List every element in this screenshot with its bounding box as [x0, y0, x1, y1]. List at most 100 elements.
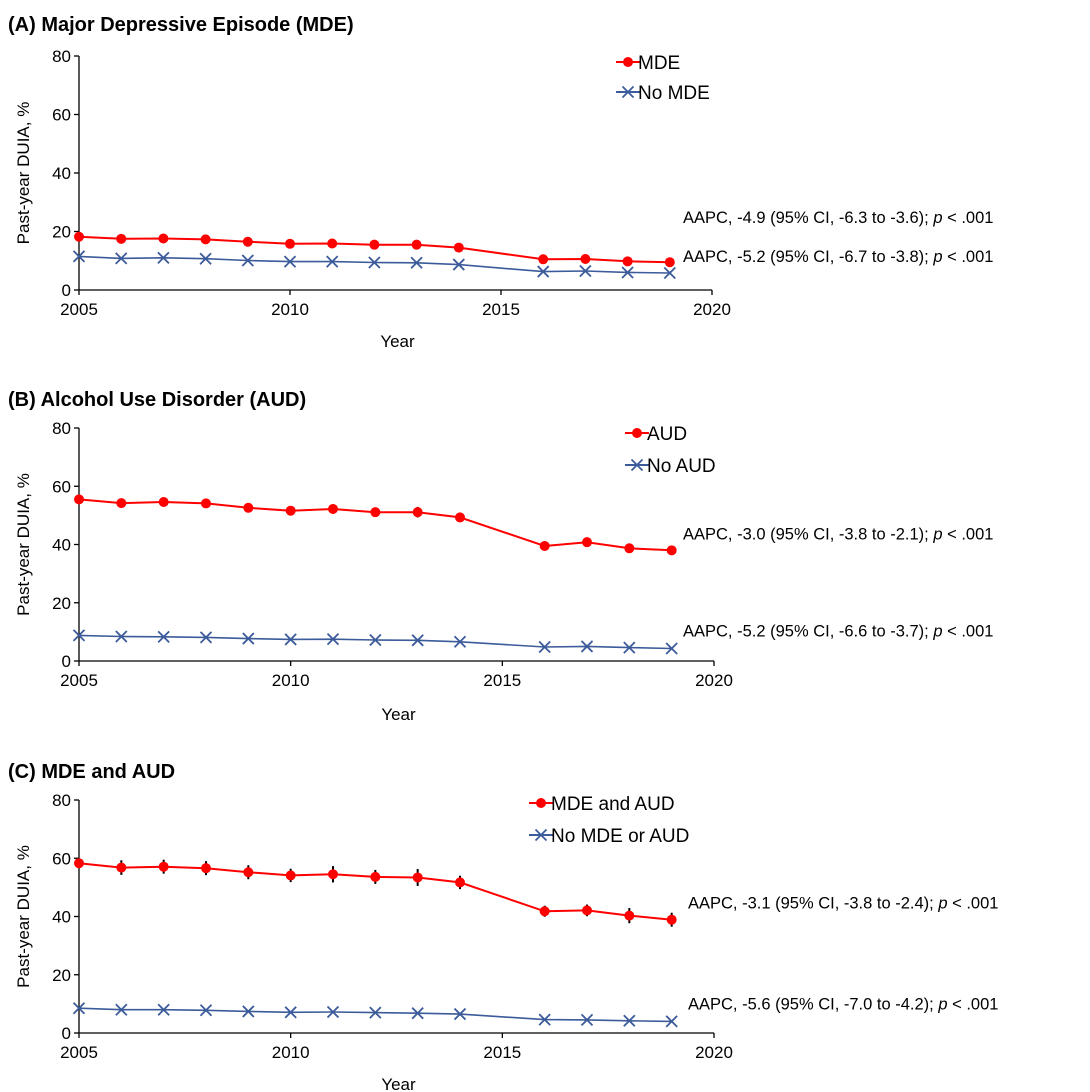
data-point — [72, 629, 86, 642]
data-point-stroke — [411, 1007, 424, 1020]
x-axis-label: Year — [381, 1075, 416, 1092]
data-point-stroke — [663, 266, 676, 280]
data-point — [455, 512, 465, 523]
series-line — [78, 1007, 672, 1023]
data-point — [326, 255, 339, 268]
data-point-stroke — [72, 629, 86, 642]
data-point-stroke — [452, 258, 465, 271]
data-point — [411, 1007, 424, 1020]
data-point — [72, 250, 86, 263]
x-axis-label: Year — [381, 705, 416, 724]
legend-item: MDE — [616, 53, 680, 74]
data-point — [666, 545, 677, 556]
y-tick-label: 80 — [52, 419, 71, 438]
y-tick-label: 20 — [52, 966, 71, 985]
data-point-stroke — [411, 634, 424, 647]
data-point — [158, 496, 169, 507]
data-point-stroke — [453, 635, 467, 648]
legend-item: No MDE or AUD — [529, 826, 689, 847]
data-point — [326, 633, 340, 646]
data-point-stroke — [199, 1004, 213, 1017]
data-point-stroke — [242, 1005, 255, 1018]
data-point — [369, 239, 380, 250]
x-tick-label: 2005 — [60, 300, 98, 319]
data-point-stroke — [621, 266, 634, 279]
legend-item: AUD — [625, 424, 687, 445]
data-point-stroke — [665, 642, 678, 655]
legend-label: AUD — [647, 424, 687, 445]
data-point-stroke — [326, 633, 340, 646]
data-point-stroke — [369, 633, 382, 647]
data-point — [157, 630, 170, 643]
data-point-stroke — [623, 641, 636, 654]
data-point — [369, 633, 382, 647]
data-point — [158, 861, 169, 872]
legend-marker — [534, 828, 548, 842]
aapc-p-symbol: p — [932, 622, 942, 640]
y-tick-label: 20 — [52, 223, 71, 242]
aapc-p-symbol: p — [937, 995, 947, 1013]
aapc-p-symbol: p — [932, 248, 942, 266]
data-point — [624, 910, 635, 921]
data-point — [455, 877, 465, 888]
aapc-text: AAPC, -4.9 (95% CI, -6.3 to -3.6); — [683, 209, 933, 227]
data-point-stroke — [199, 252, 212, 265]
legend-item: No MDE — [616, 83, 710, 104]
data-point-stroke — [368, 256, 381, 269]
data-point — [328, 503, 338, 514]
data-point — [72, 1002, 86, 1015]
aapc-p-value: < .001 — [948, 895, 999, 913]
y-axis-label: Past-year DUIA, % — [14, 845, 33, 988]
y-tick-label: 80 — [52, 47, 71, 66]
data-point — [328, 869, 338, 880]
data-point — [622, 256, 633, 267]
data-point-stroke — [453, 1007, 467, 1021]
data-point — [538, 254, 549, 265]
data-point — [664, 257, 675, 268]
data-point — [411, 634, 424, 647]
data-point — [242, 236, 253, 247]
y-tick-label: 80 — [52, 791, 71, 810]
data-point — [201, 498, 211, 509]
aapc-p-value: < .001 — [948, 995, 999, 1013]
data-point-stroke — [369, 1006, 382, 1019]
aapc-p-value: < .001 — [943, 209, 994, 227]
y-tick-label: 60 — [52, 106, 71, 125]
data-point — [200, 234, 211, 245]
data-point-stroke — [665, 1015, 678, 1028]
data-point — [623, 1014, 636, 1027]
panel-title: (C) MDE and AUD — [8, 761, 175, 783]
x-tick-label: 2010 — [272, 671, 310, 690]
x-axis-label: Year — [380, 332, 415, 351]
aapc-annotation: AAPC, -3.0 (95% CI, -3.8 to -2.1); p < .… — [683, 525, 993, 543]
data-point-stroke — [538, 1013, 551, 1026]
x-tick-label: 2015 — [482, 300, 520, 319]
y-tick-label: 40 — [52, 536, 71, 555]
data-point — [580, 640, 594, 653]
data-point — [665, 1015, 678, 1028]
aapc-p-symbol: p — [932, 525, 942, 543]
x-tick-label: 2010 — [272, 1043, 310, 1062]
data-point — [368, 256, 381, 269]
data-point — [411, 239, 422, 250]
x-tick-label: 2005 — [60, 671, 98, 690]
series-line — [78, 255, 670, 274]
data-point — [663, 266, 676, 280]
y-tick-label: 40 — [52, 164, 71, 183]
data-point — [452, 258, 465, 271]
series-x-group — [72, 629, 678, 655]
series-circle-group — [74, 494, 677, 556]
aapc-text: AAPC, -3.1 (95% CI, -3.8 to -2.4); — [688, 895, 938, 913]
chart-panel-1: (A) Major Depressive Episode (MDE) 0 20 40 6… — [8, 14, 993, 351]
data-point — [243, 867, 254, 878]
data-point — [539, 540, 550, 551]
data-point — [284, 1006, 297, 1019]
data-point — [241, 254, 254, 267]
data-point — [199, 252, 212, 265]
aapc-text: AAPC, -3.0 (95% CI, -3.8 to -2.1); — [683, 525, 933, 543]
data-point-stroke — [284, 1006, 297, 1019]
data-point — [327, 238, 338, 249]
data-point — [243, 502, 254, 513]
data-point — [580, 253, 591, 264]
x-tick-label: 2020 — [695, 671, 733, 690]
